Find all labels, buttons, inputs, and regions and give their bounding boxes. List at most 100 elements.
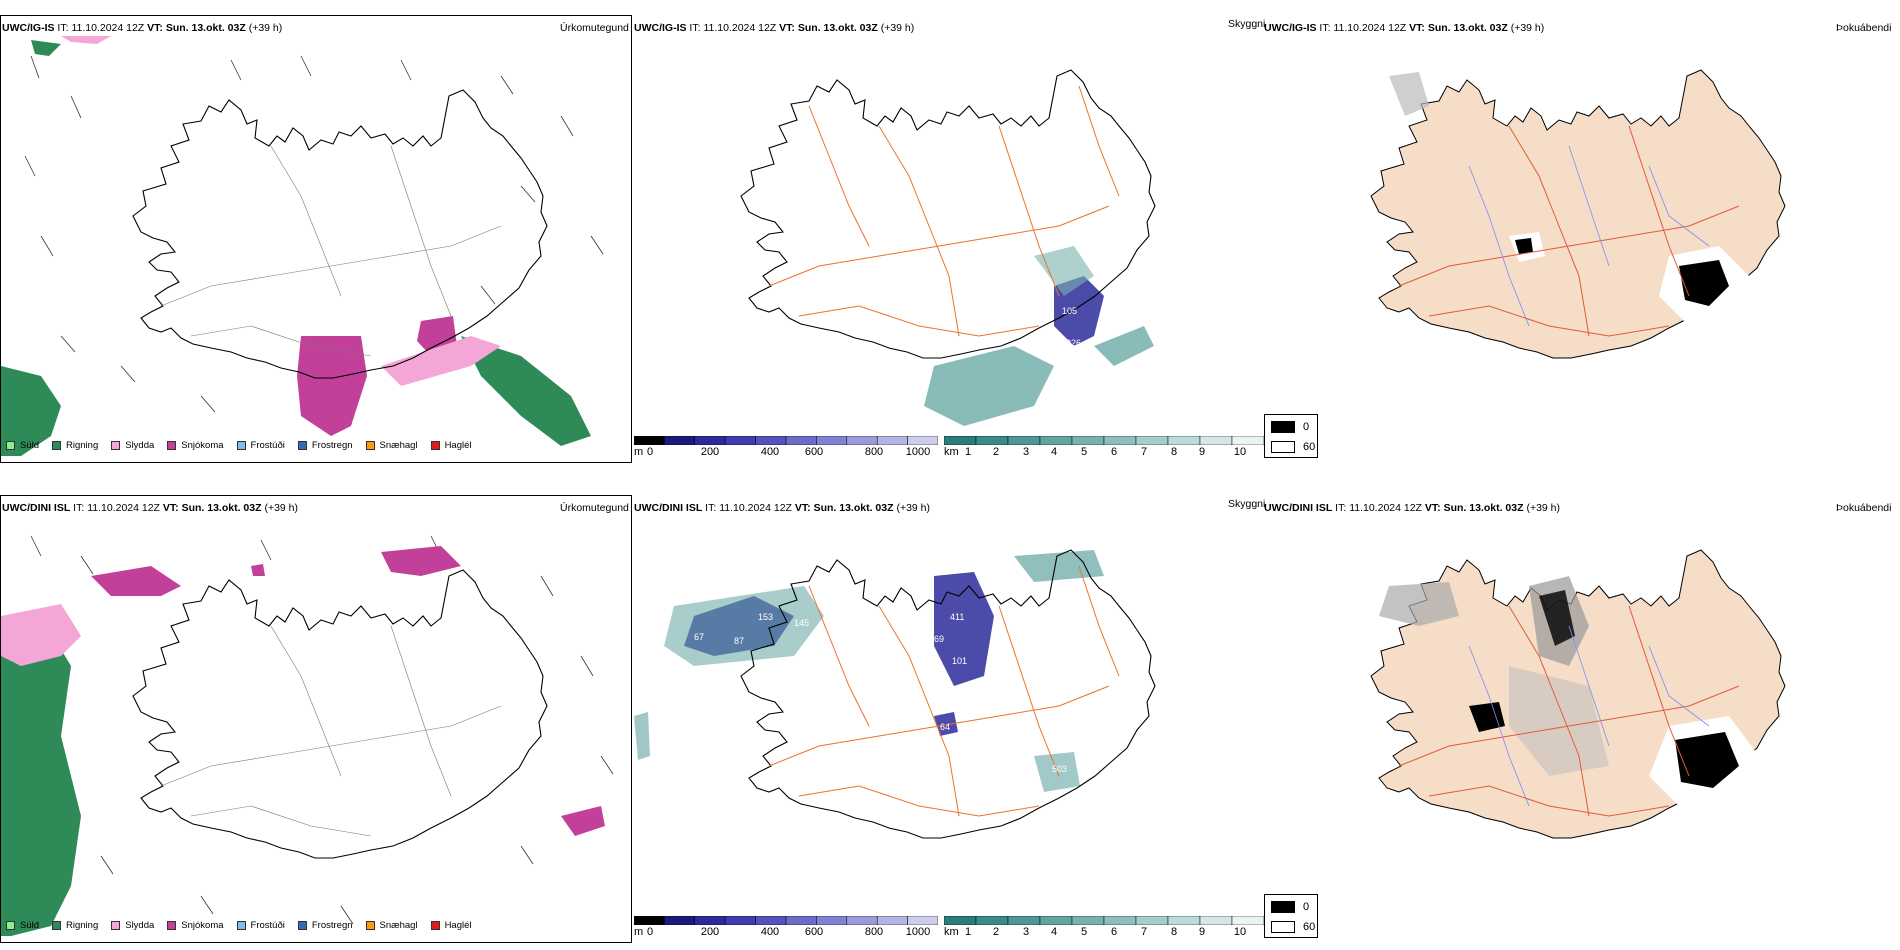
model-name: UWC/IG-IS	[1264, 22, 1317, 34]
rain-area-northwest	[31, 40, 61, 56]
colorbar-segment	[1071, 436, 1105, 445]
mid-vis-area-highlands	[1034, 246, 1094, 296]
tick-label: 5	[1080, 926, 1088, 938]
legend-label: Snjókoma	[181, 919, 224, 931]
snow-area-small	[251, 564, 265, 576]
wind-barbs	[24, 55, 604, 413]
fog-map	[1370, 549, 1786, 839]
vis-label: 21	[1084, 364, 1094, 374]
vis-label: 153	[758, 612, 773, 622]
tick-label: 800	[864, 926, 884, 938]
colorbar-segment	[1103, 436, 1137, 445]
visibility-shading	[634, 550, 1104, 792]
fog-title: Þokuábendi	[1836, 502, 1892, 514]
vis-label: 503	[1052, 764, 1067, 774]
vt-label: VT:	[1409, 22, 1425, 34]
colorbar-segment	[1007, 916, 1041, 925]
tick-label: 8	[1170, 926, 1178, 938]
road-network	[1398, 605, 1740, 817]
row2-panel2-header: UWC/DINI ISL IT: 11.10.2024 12Z VT: Sun.…	[634, 502, 930, 514]
coastline	[132, 89, 548, 379]
river-network	[1468, 145, 1710, 327]
legend-label: Frostregn	[311, 919, 353, 931]
model-name: UWC/IG-IS	[2, 22, 55, 34]
it-value: 11.10.2024 12Z	[87, 502, 160, 514]
legend-item: Slydda	[111, 440, 154, 451]
legend-label: Rigning	[66, 439, 99, 451]
legend-label: Slydda	[125, 439, 155, 451]
colorbar-segment	[975, 916, 1009, 925]
legend-item: Slydda	[111, 920, 154, 931]
legend-item: Haglél	[430, 920, 472, 931]
vt-label: VT:	[794, 502, 811, 514]
fog-legend-label: 0	[1303, 421, 1310, 433]
vis-label: 64	[940, 722, 950, 732]
colorbar-segment	[785, 436, 817, 445]
precip-type-title: Úrkomutegund	[560, 502, 629, 514]
sleet-area-west	[1, 604, 81, 666]
legend-label: Súld	[20, 439, 40, 451]
visibility-map: 105 326 21	[740, 69, 1156, 426]
vis-label: 101	[952, 656, 967, 666]
legend-swatch	[167, 440, 177, 450]
visibility-colorbar: km 1 2 3 4 5 6 7 8 9 10	[944, 436, 1264, 460]
road-network	[768, 85, 1120, 337]
legend-label: Frostregn	[311, 439, 353, 451]
it-label: IT:	[57, 22, 69, 34]
legend-item: Rigning	[52, 440, 98, 451]
legend-swatch	[52, 920, 62, 930]
wind-barbs	[30, 535, 614, 925]
vt-value: Sun. 13.okt. 03Z	[165, 22, 246, 34]
visibility-title: Skyggni	[1228, 498, 1266, 510]
colorbar-segment	[876, 436, 908, 445]
it-value: 11.10.2024 12Z	[1349, 502, 1422, 514]
fog-legend: 0 60	[1264, 414, 1318, 458]
legend-label: Snjókoma	[181, 439, 224, 451]
legend-item: Frostúði	[236, 440, 285, 451]
legend-swatch	[430, 920, 440, 930]
colorbar-segment	[664, 916, 696, 925]
vis-label: 326	[1066, 338, 1081, 348]
vis-label: 67	[694, 632, 704, 642]
rain-area-west	[1, 616, 81, 936]
tick-label: 200	[700, 446, 720, 458]
legend-item: Súld	[6, 920, 39, 931]
vt-label: VT:	[147, 22, 163, 34]
fog-swatch	[1271, 421, 1295, 433]
colorbar-segment	[694, 916, 726, 925]
model-name: UWC/DINI ISL	[634, 502, 703, 514]
legend-label: Haglél	[444, 439, 472, 451]
vis-label: 69	[934, 634, 944, 644]
legend-swatch	[6, 440, 15, 450]
tick-label: 3	[1022, 926, 1030, 938]
legend-item: Haglél	[430, 439, 472, 451]
rain-area-southeast	[461, 336, 591, 446]
colorbar-segment	[816, 916, 848, 925]
colorbar-segment	[1135, 916, 1169, 925]
model-name: UWC/DINI ISL	[2, 502, 71, 514]
fog-legend-label: 60	[1303, 441, 1316, 453]
lead-time: (+39 h)	[896, 502, 931, 514]
colorbar-km-gradient	[944, 436, 1264, 445]
tick-label: 8	[1170, 446, 1178, 458]
legend-label: Frostúði	[250, 919, 285, 931]
vt-value: Sun. 13.okt. 03Z	[813, 502, 894, 514]
tick-label: 10	[1233, 926, 1247, 938]
road-network	[160, 625, 502, 837]
legend-item: Frostregn	[297, 919, 353, 931]
tick-label: 400	[760, 446, 780, 458]
colorbar-segment	[1199, 436, 1233, 445]
legend-label: Rigning	[66, 919, 99, 931]
mid-vis-area-east	[1094, 326, 1154, 366]
colorbar-km-gradient	[944, 916, 1264, 925]
tick-label: 4	[1050, 926, 1058, 938]
visibility-colorbar: km 1 2 3 4 5 6 7 8 9 10	[944, 916, 1264, 940]
row1-panel2-header: UWC/IG-IS IT: 11.10.2024 12Z VT: Sun. 13…	[634, 22, 914, 34]
height-colorbar: m 0 200 400 600 800 1000	[634, 436, 938, 460]
tick-label: 4	[1050, 446, 1058, 458]
tick-label: 7	[1140, 446, 1148, 458]
legend-swatch	[6, 920, 15, 930]
colorbar-segment	[755, 916, 787, 925]
colorbar-segment	[785, 916, 817, 925]
legend-swatch	[297, 920, 307, 930]
